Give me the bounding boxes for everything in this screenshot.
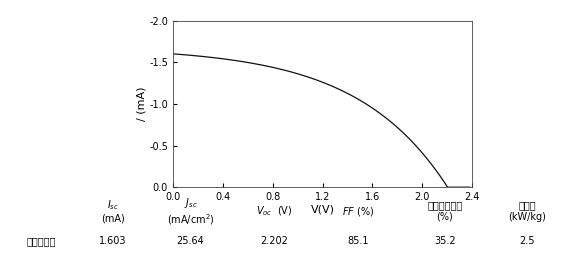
Text: $V_{oc}$  (V): $V_{oc}$ (V)	[256, 204, 293, 218]
Text: $J_{sc}$
(mA/cm$^2$): $J_{sc}$ (mA/cm$^2$)	[166, 196, 214, 226]
Text: 2.202: 2.202	[260, 236, 288, 246]
Text: $FF$ (%): $FF$ (%)	[342, 205, 374, 218]
Text: 2.5: 2.5	[520, 236, 535, 246]
Text: 1.603: 1.603	[99, 236, 127, 246]
Text: 25.64: 25.64	[177, 236, 204, 246]
Text: 광전변환효율
(%): 광전변환효율 (%)	[427, 200, 463, 222]
Text: 35.2: 35.2	[434, 236, 456, 246]
Text: 다중접합셀: 다중접합셀	[26, 236, 56, 246]
X-axis label: V(V): V(V)	[310, 205, 335, 215]
Text: 85.1: 85.1	[347, 236, 369, 246]
Text: $I_{sc}$
(mA): $I_{sc}$ (mA)	[101, 198, 125, 224]
Y-axis label: / (mA): / (mA)	[137, 87, 146, 121]
Text: 비출력
(kW/kg): 비출력 (kW/kg)	[508, 200, 546, 222]
